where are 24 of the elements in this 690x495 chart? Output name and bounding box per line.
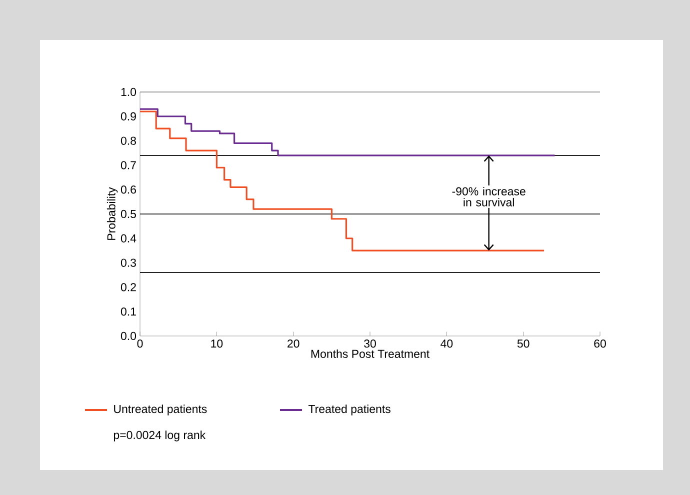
legend-label: Untreated patients xyxy=(114,404,207,416)
x-tick-label: 30 xyxy=(364,340,376,348)
y-tick-label: 0.8 xyxy=(120,136,136,145)
x-tick-label: 20 xyxy=(288,340,300,348)
text: p=0.0024 log rank xyxy=(114,430,206,442)
y-tick-label: 1.0 xyxy=(121,88,136,96)
y-tick-label: 0.7 xyxy=(120,161,136,170)
x-tick-label: 40 xyxy=(440,340,453,348)
x-axis-title: Months Post Treatment xyxy=(311,349,430,358)
y-tick-label: 0.4 xyxy=(120,234,136,242)
y-tick-label: 0.9 xyxy=(120,112,136,120)
y-axis-title: Probability xyxy=(106,187,118,240)
y-tick-label: 0.3 xyxy=(120,258,136,267)
y-tick-label: 0.6 xyxy=(120,186,136,194)
y-tick-label: 0.1 xyxy=(120,308,136,316)
x-tick-label: 10 xyxy=(211,340,223,348)
x-tick-label: 50 xyxy=(517,340,530,348)
annotation: -90% increase in survival xyxy=(452,186,526,206)
x-tick-label: 0 xyxy=(137,340,143,348)
legend-label: Treated patients xyxy=(308,404,390,416)
y-tick-label: 0.0 xyxy=(120,332,136,340)
y-tick-label: 0.5 xyxy=(120,210,136,218)
x-tick-label: 60 xyxy=(594,340,606,348)
y-tick-label: 0.2 xyxy=(120,283,136,292)
